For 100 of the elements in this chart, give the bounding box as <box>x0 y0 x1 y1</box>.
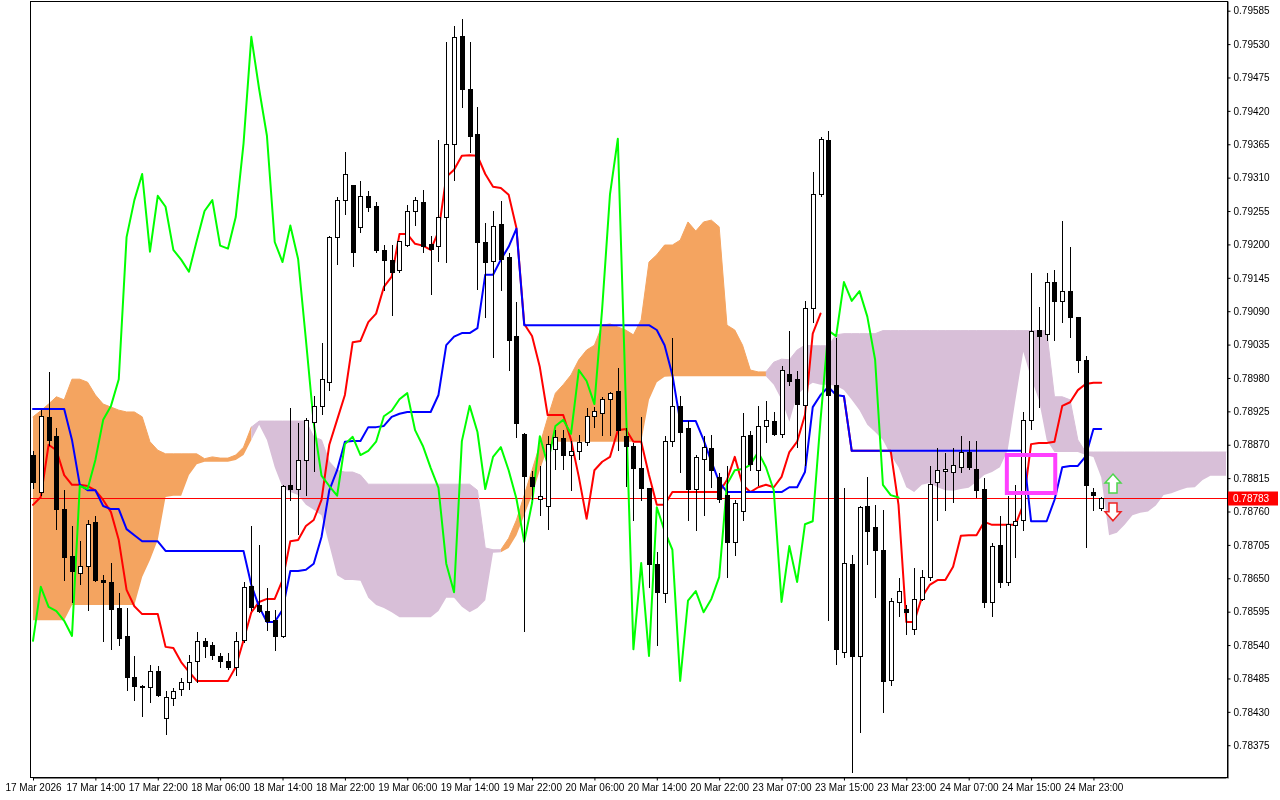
x-tick-label: 17 Mar 22:00 <box>128 781 189 793</box>
candlestick <box>62 489 67 581</box>
candlestick <box>312 395 317 472</box>
candlestick <box>639 416 644 501</box>
candlestick <box>1013 484 1018 558</box>
candlestick <box>678 395 683 473</box>
candlestick <box>70 525 75 603</box>
x-tick-label: 24 Mar 07:00 <box>939 781 1000 793</box>
candlestick <box>164 690 169 735</box>
candlestick <box>421 189 426 253</box>
candlestick <box>460 18 465 108</box>
candlestick <box>47 371 52 446</box>
candlestick <box>709 434 714 488</box>
candlestick <box>943 452 948 511</box>
y-tick-label: 0.78540 <box>1233 639 1271 651</box>
y-tick-label: 0.79035 <box>1233 339 1271 351</box>
candlestick <box>538 465 543 516</box>
x-tick-label: 19 Mar 22:00 <box>503 781 563 793</box>
candlestick <box>631 442 636 521</box>
candlestick <box>928 465 933 581</box>
candlestick <box>912 567 917 635</box>
line-series <box>32 227 1103 623</box>
candlestick <box>382 244 387 291</box>
candlestick <box>343 151 348 215</box>
y-tick-label: 0.79145 <box>1233 272 1271 284</box>
x-tick-label: 23 Mar 15:00 <box>814 781 875 793</box>
candlestick <box>600 396 605 436</box>
y-tick-label: 0.79365 <box>1233 138 1271 150</box>
candlestick <box>741 412 746 521</box>
x-tick-label: 18 Mar 14:00 <box>253 781 313 793</box>
candlestick <box>1021 411 1026 531</box>
y-tick-label: 0.79530 <box>1233 38 1271 50</box>
y-tick-label: 0.78705 <box>1233 539 1271 551</box>
x-tick-label: 20 Mar 14:00 <box>627 781 688 793</box>
candlestick <box>101 574 106 642</box>
candlestick <box>366 190 371 212</box>
candlestick <box>335 196 340 265</box>
x-tick-label: 19 Mar 06:00 <box>378 781 438 793</box>
candlestick <box>148 664 153 703</box>
candlestick <box>530 470 535 500</box>
candlestick <box>780 365 785 438</box>
candlestick <box>54 427 59 530</box>
candlestick <box>218 652 223 668</box>
x-tick-label: 24 Mar 15:00 <box>1002 781 1062 793</box>
y-tick-label: 0.79585 <box>1233 5 1271 17</box>
candlestick <box>374 201 379 253</box>
y-tick-label: 0.78925 <box>1233 406 1271 418</box>
candlestick <box>320 342 325 415</box>
candlestick <box>585 407 590 446</box>
candlestick <box>1099 496 1104 511</box>
ref-line-label: 0.78783 <box>1233 493 1270 504</box>
candlestick <box>881 509 886 713</box>
candlestick <box>405 204 410 247</box>
candlestick <box>499 200 504 291</box>
candlestick <box>982 477 987 608</box>
x-tick-label: 20 Mar 22:00 <box>690 781 750 793</box>
candlestick <box>725 465 730 578</box>
candlestick <box>904 604 909 635</box>
candlestick <box>132 655 137 701</box>
candlestick <box>1068 246 1073 338</box>
candlestick <box>967 440 972 470</box>
candlestick <box>1037 306 1042 408</box>
candlestick <box>1006 495 1011 586</box>
candlestick <box>663 435 668 603</box>
candlestick <box>117 592 122 646</box>
candlestick <box>670 337 675 447</box>
candlestick <box>265 587 270 631</box>
candlestick <box>826 130 831 621</box>
y-tick-label: 0.79475 <box>1233 72 1271 84</box>
candlestick <box>288 407 293 501</box>
candlestick <box>86 519 91 611</box>
candlestick <box>468 41 473 153</box>
candlestick <box>249 525 254 611</box>
candlestick <box>522 432 527 632</box>
candlestick <box>717 472 722 503</box>
candlestick <box>234 631 239 676</box>
x-tick-label: 20 Mar 06:00 <box>565 781 625 793</box>
candlestick <box>897 577 902 617</box>
candlestick <box>951 447 956 503</box>
candlestick <box>195 631 200 683</box>
candlestick <box>483 222 488 318</box>
candlestick <box>514 301 519 438</box>
candlestick <box>998 515 1003 588</box>
candlestick <box>764 400 769 443</box>
candlestick <box>561 429 566 470</box>
candlestick <box>756 405 761 486</box>
candlestick <box>553 429 558 470</box>
candlestick <box>491 210 496 358</box>
candlestick <box>795 370 800 448</box>
y-tick-label: 0.79200 <box>1233 239 1271 251</box>
candlestick <box>702 435 707 516</box>
candlestick <box>281 484 286 638</box>
x-tick-label: 17 Mar 2026 <box>5 781 63 793</box>
y-tick-label: 0.78870 <box>1233 439 1271 451</box>
candlestick <box>608 391 613 436</box>
candlestick <box>935 447 940 521</box>
candlestick <box>1084 355 1089 548</box>
candlestick <box>865 476 870 565</box>
y-tick-label: 0.78650 <box>1233 572 1271 584</box>
y-tick-label: 0.78485 <box>1233 673 1271 685</box>
